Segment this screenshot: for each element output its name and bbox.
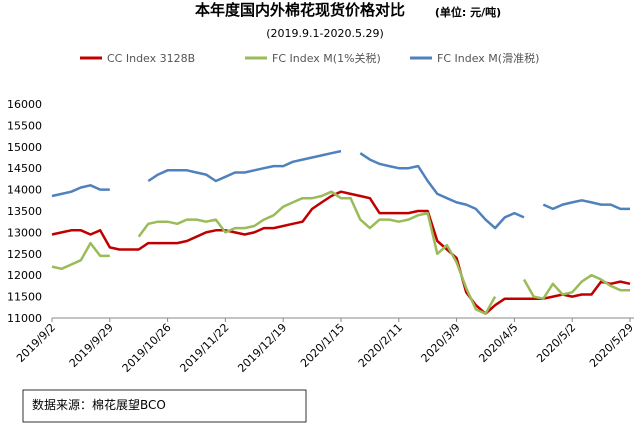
y-tick-label: 12000 <box>7 269 42 282</box>
y-tick-label: 13500 <box>7 205 42 218</box>
x-tick-label: 2019/10/26 <box>120 321 174 375</box>
y-tick-label: 14500 <box>7 162 42 175</box>
x-tick-label: 2019/12/19 <box>235 321 289 375</box>
series-line <box>51 190 630 315</box>
y-tick-label: 12500 <box>7 248 42 261</box>
x-tick-label: 2020/2/11 <box>356 321 405 370</box>
y-tick-label: 13000 <box>7 226 42 239</box>
x-tick-label: 2019/9/29 <box>67 321 116 370</box>
x-tick-label: 2020/5/29 <box>587 321 636 370</box>
series-line <box>51 190 631 315</box>
x-tick-label: 2020/3/9 <box>419 321 463 365</box>
y-tick-label: 15500 <box>7 119 42 132</box>
x-tick-label: 2019/11/22 <box>177 321 231 375</box>
y-tick-label: 15000 <box>7 141 42 154</box>
y-tick-label: 16000 <box>7 98 42 111</box>
x-tick-label: 2020/5/2 <box>534 321 578 365</box>
series-line <box>51 149 630 230</box>
x-tick-label: 2020/4/5 <box>476 321 520 365</box>
legend-label: CC Index 3128B <box>107 52 195 65</box>
x-tick-label: 2019/9/2 <box>14 321 58 365</box>
x-tick-label: 2020/1/15 <box>298 321 347 370</box>
source-box <box>22 389 307 423</box>
legend-label: FC Index M(1%关税) <box>272 51 381 65</box>
unit-label: (单位: 元/吨) <box>435 5 501 19</box>
chart-subtitle: (2019.9.1-2020.5.29) <box>266 27 384 40</box>
y-tick-label: 14000 <box>7 184 42 197</box>
source-note: 数据来源：棉花展望BCO <box>32 397 166 412</box>
y-tick-label: 11000 <box>7 312 42 325</box>
legend-label: FC Index M(滑准税) <box>437 51 539 65</box>
y-tick-label: 11500 <box>7 291 42 304</box>
chart-title: 本年度国内外棉花现货价格对比 <box>195 1 405 19</box>
